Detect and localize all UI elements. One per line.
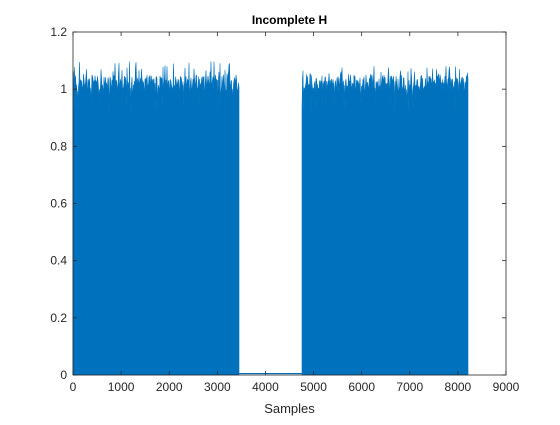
x-axis-label: Samples (264, 401, 315, 416)
axes-layer: 0 1000 2000 3000 4000 5000 6000 7000 8000 9000 0 0.… (50, 25, 519, 394)
x-tick-label: 5000 (300, 380, 327, 394)
x-tick-label: 6000 (348, 380, 375, 394)
x-tick-label: 9000 (493, 380, 520, 394)
series-layer (72, 61, 469, 376)
series-segment-1 (72, 61, 240, 376)
x-tick-label: 3000 (204, 380, 231, 394)
x-tick-label: 4000 (252, 380, 279, 394)
y-tick-label: 0.6 (50, 197, 67, 211)
y-tick-label: 1.2 (50, 25, 67, 39)
series-segment-3 (301, 66, 469, 376)
x-tick-label: 7000 (396, 380, 423, 394)
x-tick-label: 0 (70, 380, 77, 394)
y-tick-label: 0 (60, 368, 67, 382)
y-tick-label: 1 (60, 82, 67, 96)
y-tick-label: 0.8 (50, 139, 67, 153)
chart-title: Incomplete H (252, 13, 327, 27)
x-tick-label: 1000 (108, 380, 135, 394)
y-tick-label: 0.4 (50, 254, 67, 268)
y-tick-label: 0.2 (50, 311, 67, 325)
x-tick-label: 8000 (445, 380, 472, 394)
x-tick-label: 2000 (156, 380, 183, 394)
